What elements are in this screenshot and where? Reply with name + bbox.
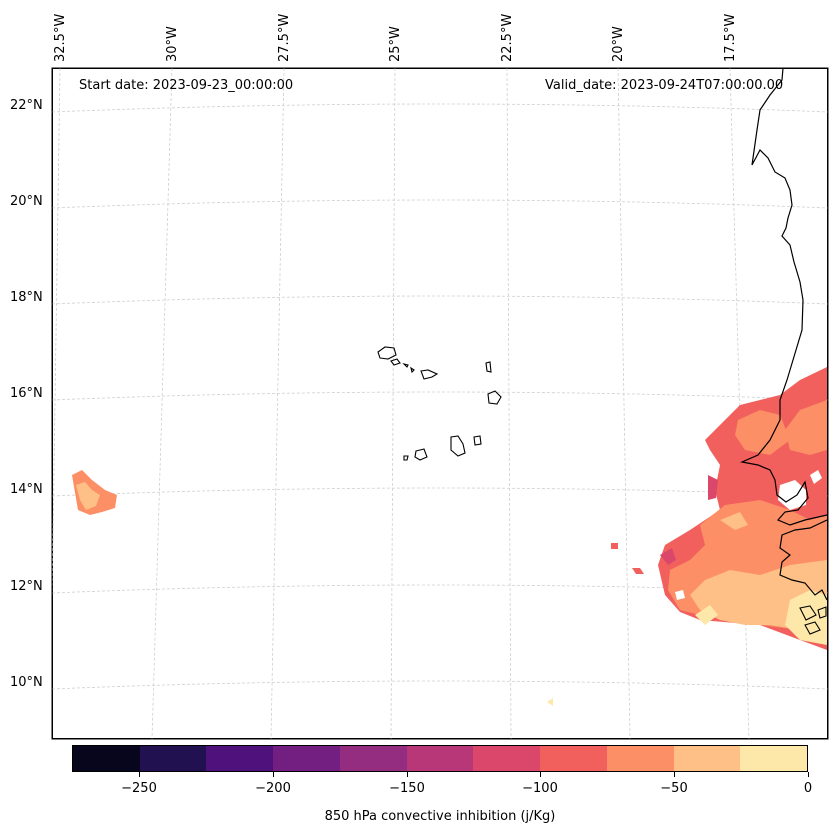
cin-region xyxy=(708,475,718,500)
valid-date-label: Valid_date: 2023-09-24T07:00:00.00 xyxy=(545,78,784,93)
cin-region xyxy=(611,543,618,549)
cape-verde-island xyxy=(377,346,397,360)
cin-region xyxy=(76,482,100,510)
cape-verde-island xyxy=(390,358,401,366)
cin-region xyxy=(785,400,827,455)
colorbar-segment xyxy=(740,746,808,771)
latitude-label: 12°N xyxy=(10,579,43,594)
latitude-label: 22°N xyxy=(10,98,43,113)
colorbar-tick xyxy=(273,772,274,777)
longitude-label: 27.5°W xyxy=(277,13,292,62)
latitude-gridline xyxy=(52,103,828,113)
map-frame xyxy=(52,68,828,739)
latitude-label: 16°N xyxy=(10,386,43,401)
colorbar-segment xyxy=(473,746,541,771)
colorbar-segment xyxy=(206,746,274,771)
cape-verde-island xyxy=(410,366,415,374)
colorbar-tick xyxy=(674,772,675,777)
latitude-label: 10°N xyxy=(10,675,43,690)
colorbar-segment xyxy=(273,746,340,771)
longitude-label: 20°W xyxy=(611,26,626,62)
latitude-gridline xyxy=(52,295,828,305)
cin-region xyxy=(720,512,748,530)
colorbar-tick xyxy=(139,772,140,777)
africa-coastline xyxy=(739,68,828,526)
longitude-gridline xyxy=(151,68,173,739)
cin-region xyxy=(735,410,790,455)
bijagos-islands xyxy=(799,605,827,635)
longitude-gridline xyxy=(617,68,631,739)
colorbar-segment xyxy=(673,746,741,771)
colorbar-tick-label: −250 xyxy=(121,781,157,796)
longitude-label: 25°W xyxy=(388,26,403,62)
colorbar-tick xyxy=(407,772,408,777)
map-content xyxy=(52,68,828,739)
longitude-gridline xyxy=(390,68,396,739)
latitude-gridline xyxy=(52,199,828,209)
longitude-label: 32.5°W xyxy=(53,13,68,62)
colorbar xyxy=(72,745,808,772)
colorbar-tick xyxy=(540,772,541,777)
cin-region xyxy=(632,568,644,574)
cin-region xyxy=(660,548,676,565)
cape-verde-island xyxy=(414,448,428,461)
colorbar-title: 850 hPa convective inhibition (j/Kg) xyxy=(324,809,556,824)
longitude-label: 17.5°W xyxy=(723,13,738,62)
latitude-label: 20°N xyxy=(10,194,43,209)
cape-verde-island xyxy=(420,369,439,380)
missing-data-area xyxy=(675,590,685,600)
colorbar-segment xyxy=(73,746,140,771)
colorbar-segment xyxy=(139,746,207,771)
map-border xyxy=(51,67,829,740)
missing-data-area xyxy=(778,480,806,510)
colorbar-segment xyxy=(606,746,674,771)
cape-verde-island xyxy=(487,390,502,405)
longitude-gridline xyxy=(52,68,61,632)
cape-verde-island xyxy=(450,435,466,457)
longitude-gridline xyxy=(729,68,750,739)
latitude-label: 14°N xyxy=(10,482,43,497)
longitude-gridline xyxy=(506,68,512,739)
longitude-gridline xyxy=(270,68,285,739)
latitude-gridline xyxy=(52,680,828,690)
colorbar-segment xyxy=(540,746,607,771)
colorbar-tick-label: 0 xyxy=(803,781,813,796)
cape-verde-island xyxy=(485,361,492,373)
colorbar-tick-label: −200 xyxy=(255,781,291,796)
cape-verde-island xyxy=(402,362,409,368)
longitude-label: 22.5°W xyxy=(500,13,515,62)
colorbar-segment xyxy=(406,746,474,771)
start-date-label: Start date: 2023-09-23_00:00:00 xyxy=(79,78,294,93)
guinea-bissau-coastline xyxy=(779,519,828,601)
cin-region xyxy=(695,605,718,625)
longitude-label: 30°W xyxy=(165,26,180,62)
colorbar-tick-label: −50 xyxy=(660,781,688,796)
cape-verde-island xyxy=(473,435,482,446)
colorbar-tick xyxy=(808,772,809,777)
colorbar-segment xyxy=(339,746,407,771)
cape-verde-island xyxy=(403,455,409,461)
latitude-gridline xyxy=(52,391,828,401)
missing-data-area xyxy=(810,470,822,484)
latitude-label: 18°N xyxy=(10,290,43,305)
cin-region xyxy=(547,698,553,706)
colorbar-tick-label: −100 xyxy=(522,781,558,796)
colorbar-tick-label: −150 xyxy=(389,781,425,796)
